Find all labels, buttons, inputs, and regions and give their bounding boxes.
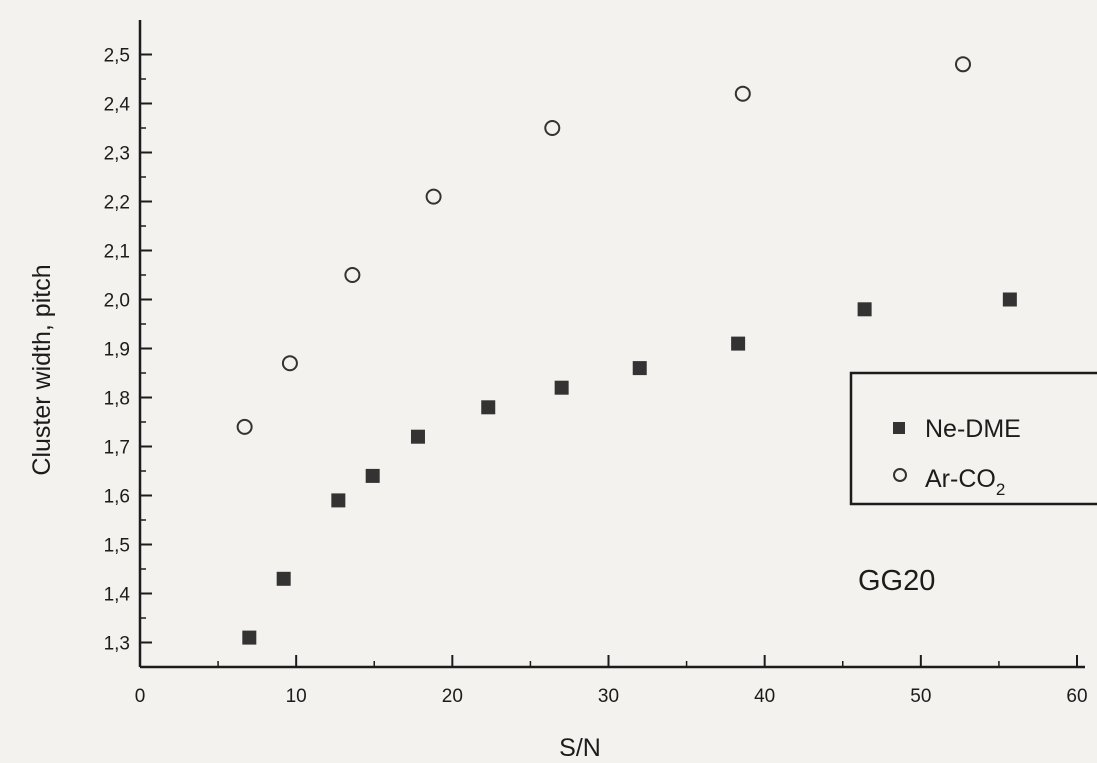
ne-dme-point: [410, 429, 425, 444]
legend-label-ne-dme: Ne-DME: [925, 415, 1021, 443]
legend-marker-ne-dme: [893, 422, 905, 434]
y-tick-label: 2,3: [104, 144, 130, 165]
y-tick-label: 2,4: [104, 95, 131, 116]
data-points: [236, 56, 1017, 645]
legend-label-ar-co2-main: Ar-CO: [925, 465, 996, 493]
ne-dme-point: [554, 380, 569, 395]
x-tick-label: 40: [754, 686, 775, 707]
ar-co2-point: [734, 85, 751, 102]
ar-co2-point: [954, 56, 971, 73]
ne-dme-point: [632, 361, 647, 376]
ne-dme-point: [731, 336, 746, 351]
ar-co2-point: [281, 355, 298, 372]
y-tick-label: 2,5: [104, 46, 130, 67]
y-tick-label: 1,7: [104, 438, 130, 459]
y-axis-title: Cluster width, pitch: [28, 264, 56, 475]
y-tick-label: 1,4: [104, 585, 131, 606]
legend-label-ar-co2: Ar-CO2: [925, 465, 1005, 499]
ar-co2-point: [236, 418, 253, 435]
y-axis-ticks: 1,3 1,4 1,5 1,6 1,7 1,8 1,9 2,0 2,1 2,2 2,3 2,4 2,5: [104, 46, 152, 655]
x-tick-label: 50: [910, 686, 931, 707]
x-tick-label: 20: [442, 686, 463, 707]
ne-dme-point: [365, 468, 380, 483]
x-axis-title: S/N: [559, 734, 601, 762]
y-tick-label: 2,0: [104, 291, 130, 312]
ar-co2-point: [544, 120, 561, 136]
legend-label-ar-co2-subscript: 2: [996, 480, 1005, 499]
ne-dme-point: [1002, 292, 1017, 307]
x-tick-label: 10: [286, 686, 307, 707]
x-axis-ticks: 0 10 20 30 40 50 60: [135, 655, 1088, 707]
ne-dme-point: [242, 630, 257, 645]
x-tick-label: 60: [1066, 686, 1087, 707]
ar-co2-point: [344, 267, 361, 283]
y-tick-label: 1,5: [104, 536, 130, 557]
chart-annotation: GG20: [858, 565, 935, 597]
legend-box: [849, 371, 1097, 506]
y-tick-label: 1,9: [104, 340, 130, 361]
legend: Ne-DME Ar-CO2: [849, 371, 1097, 506]
ne-dme-point: [481, 400, 496, 415]
x-tick-label: 0: [135, 686, 146, 707]
ne-dme-point: [857, 302, 872, 317]
x-tick-label: 30: [598, 686, 619, 707]
ar-co2-point: [425, 188, 442, 205]
y-tick-label: 2,1: [104, 242, 130, 263]
y-tick-label: 2,2: [104, 193, 130, 214]
ne-dme-point: [331, 493, 346, 508]
legend-marker-ar-co2: [893, 468, 907, 482]
y-tick-label: 1,6: [104, 487, 130, 508]
ne-dme-point: [276, 571, 291, 586]
y-tick-label: 1,8: [104, 389, 130, 410]
y-tick-label: 1,3: [104, 634, 130, 655]
